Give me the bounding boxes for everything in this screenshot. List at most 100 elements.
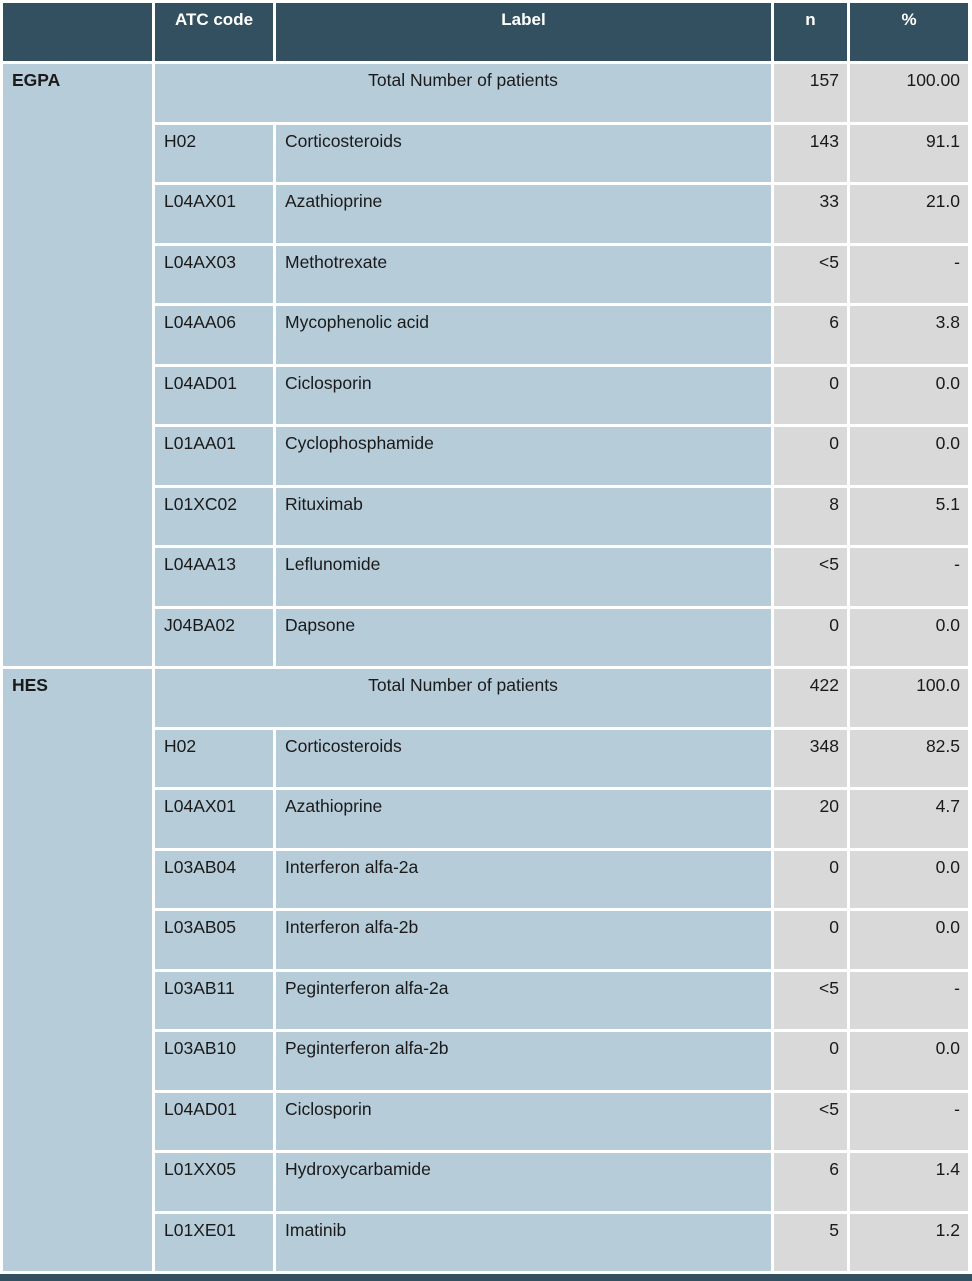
total-percent-cell: 100.0 — [850, 669, 968, 727]
n-cell: 5 — [774, 1213, 847, 1271]
drug-label-cell: Peginterferon alfa-2a — [276, 971, 771, 1029]
total-n-cell: 157 — [774, 64, 847, 122]
percent-cell: 0.0 — [850, 366, 968, 424]
n-cell: 33 — [774, 185, 847, 243]
drug-label-cell: Leflunomide — [276, 548, 771, 606]
drug-label-cell: Interferon alfa-2b — [276, 911, 771, 969]
atc-code-cell: L03AB05 — [155, 911, 273, 969]
percent-cell: 82.5 — [850, 729, 968, 787]
drug-row: L04AD01 Ciclosporin 0 0.0 — [3, 366, 968, 424]
atc-code-cell: L01XC02 — [155, 487, 273, 545]
percent-cell: - — [850, 971, 968, 1029]
total-percent-cell: 100.00 — [850, 64, 968, 122]
drug-label-cell: Rituximab — [276, 487, 771, 545]
drug-label-cell: Dapsone — [276, 608, 771, 666]
atc-code-cell: L04AD01 — [155, 366, 273, 424]
drug-label-cell: Imatinib — [276, 1213, 771, 1271]
n-cell: 6 — [774, 306, 847, 364]
drug-row: J04BA02 Dapsone 0 0.0 — [3, 608, 968, 666]
atc-code-cell: H02 — [155, 729, 273, 787]
drug-row: L01XC02 Rituximab 8 5.1 — [3, 487, 968, 545]
percent-cell: 0.0 — [850, 608, 968, 666]
n-cell: 0 — [774, 911, 847, 969]
n-cell: <5 — [774, 971, 847, 1029]
drug-label-cell: Ciclosporin — [276, 366, 771, 424]
percent-cell: - — [850, 548, 968, 606]
header-label: Label — [276, 3, 771, 61]
n-cell: 6 — [774, 1153, 847, 1211]
percent-cell: - — [850, 1092, 968, 1150]
percent-cell: 0.0 — [850, 911, 968, 969]
n-cell: 0 — [774, 608, 847, 666]
header-row: ATC code Label n % — [3, 3, 968, 61]
drug-label-cell: Azathioprine — [276, 185, 771, 243]
n-cell: 0 — [774, 427, 847, 485]
percent-cell: 0.0 — [850, 850, 968, 908]
section-total-row: EGPA Total Number of patients 157 100.00 — [3, 64, 968, 666]
drug-row: L04AX01 Azathioprine 20 4.7 — [3, 790, 968, 848]
atc-code-cell: L04AA13 — [155, 548, 273, 606]
atc-code-cell: L04AA06 — [155, 306, 273, 364]
atc-code-cell: L01XX05 — [155, 1153, 273, 1211]
drug-row: L03AB04 Interferon alfa-2a 0 0.0 — [3, 850, 968, 908]
drug-row: L03AB11 Peginterferon alfa-2a <5- — [3, 971, 968, 1029]
percent-cell: 91.1 — [850, 124, 968, 182]
percent-cell: 1.2 — [850, 1213, 968, 1271]
percent-cell: 0.0 — [850, 1032, 968, 1090]
group-cell: EGPA — [3, 64, 152, 666]
drug-row: H02 Corticosteroids 143 91.1 — [3, 124, 968, 182]
atc-code-cell: L04AX01 — [155, 185, 273, 243]
percent-cell: 3.8 — [850, 306, 968, 364]
drug-row: H02 Corticosteroids 348 82.5 — [3, 729, 968, 787]
n-cell: 0 — [774, 1032, 847, 1090]
atc-code-cell: L03AB04 — [155, 850, 273, 908]
drug-label-cell: Methotrexate — [276, 245, 771, 303]
n-cell: 143 — [774, 124, 847, 182]
drug-label-cell: Mycophenolic acid — [276, 306, 771, 364]
drug-label-cell: Ciclosporin — [276, 1092, 771, 1150]
percent-cell: 0.0 — [850, 427, 968, 485]
percent-cell: 4.7 — [850, 790, 968, 848]
n-cell: 8 — [774, 487, 847, 545]
header-atc-code: ATC code — [155, 3, 273, 61]
atc-code-cell: H02 — [155, 124, 273, 182]
drug-row: L04AX03 Methotrexate <5- — [3, 245, 968, 303]
n-cell: <5 — [774, 1092, 847, 1150]
total-n-cell: 422 — [774, 669, 847, 727]
atc-code-cell: L01AA01 — [155, 427, 273, 485]
atc-code-cell: L04AX03 — [155, 245, 273, 303]
percent-cell: 5.1 — [850, 487, 968, 545]
section-total-row: HES Total Number of patients 422 100.0 — [3, 669, 968, 1271]
drug-label-cell: Peginterferon alfa-2b — [276, 1032, 771, 1090]
drug-row: L04AA06 Mycophenolic acid 6 3.8 — [3, 306, 968, 364]
drug-label-cell: Interferon alfa-2a — [276, 850, 771, 908]
drug-label-cell: Corticosteroids — [276, 729, 771, 787]
percent-cell: 21.0 — [850, 185, 968, 243]
atc-code-cell: L04AD01 — [155, 1092, 273, 1150]
total-label-cell: Total Number of patients — [155, 64, 771, 122]
n-cell: 348 — [774, 729, 847, 787]
atc-code-cell: L04AX01 — [155, 790, 273, 848]
n-cell: 0 — [774, 850, 847, 908]
drug-row: L03AB10 Peginterferon alfa-2b 0 0.0 — [3, 1032, 968, 1090]
drug-label-cell: Corticosteroids — [276, 124, 771, 182]
atc-code-cell: L01XE01 — [155, 1213, 273, 1271]
n-cell: 20 — [774, 790, 847, 848]
header-n: n — [774, 3, 847, 61]
group-cell: HES — [3, 669, 152, 1271]
percent-cell: - — [850, 245, 968, 303]
header-percent: % — [850, 3, 968, 61]
next-page-header-strip — [0, 1274, 972, 1281]
drug-label-cell: Azathioprine — [276, 790, 771, 848]
table-header: ATC code Label n % — [3, 3, 968, 61]
drug-row: L03AB05 Interferon alfa-2b 0 0.0 — [3, 911, 968, 969]
n-cell: 0 — [774, 366, 847, 424]
drug-row: L04AA13 Leflunomide <5- — [3, 548, 968, 606]
drug-row: L04AX01 Azathioprine 33 21.0 — [3, 185, 968, 243]
n-cell: <5 — [774, 548, 847, 606]
drug-row: L04AD01 Ciclosporin <5- — [3, 1092, 968, 1150]
atc-code-cell: J04BA02 — [155, 608, 273, 666]
drug-label-cell: Hydroxycarbamide — [276, 1153, 771, 1211]
n-cell: <5 — [774, 245, 847, 303]
